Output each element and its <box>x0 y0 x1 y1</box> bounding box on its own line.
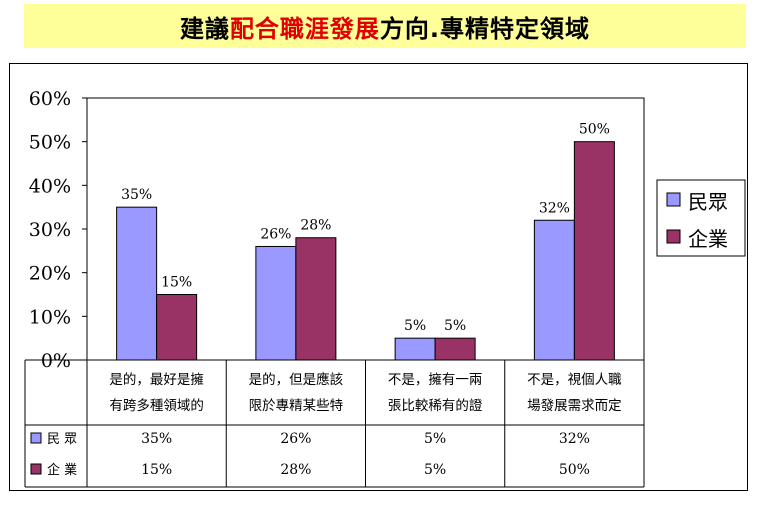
data-label: 26% <box>260 226 291 242</box>
category-label: 不是，視個人職 <box>527 372 622 388</box>
data-label: 28% <box>300 218 331 234</box>
table-cell: 5% <box>424 431 446 447</box>
y-tick-label: 10% <box>29 306 71 328</box>
table-cell: 32% <box>559 431 590 447</box>
bar-企業 <box>156 294 198 361</box>
bar-企業 <box>434 337 476 361</box>
category-label: 有跨多種領域的 <box>109 397 204 414</box>
legend-label: 企業 <box>688 227 728 251</box>
data-label: 32% <box>539 200 570 216</box>
data-label: 5% <box>444 318 466 334</box>
bar-民眾 <box>394 337 436 361</box>
category-label: 限於專精某些特 <box>249 398 344 414</box>
table-cell: 5% <box>424 462 446 478</box>
legend-key <box>666 192 681 207</box>
category-label: 場發展需求而定 <box>527 398 622 414</box>
data-label: 5% <box>404 318 426 334</box>
y-tick-label: 30% <box>29 219 71 241</box>
table-cell: 26% <box>280 431 311 447</box>
category-label: 是的，最好是擁 <box>109 372 204 388</box>
table-row-label: 企 業 <box>47 462 77 478</box>
legend-label: 民眾 <box>688 190 728 214</box>
data-label: 35% <box>121 187 152 203</box>
category-label: 張比較稀有的證 <box>388 397 483 414</box>
y-tick-label: 50% <box>29 132 71 154</box>
table-cell: 35% <box>141 431 172 447</box>
bar-民眾 <box>533 219 575 361</box>
legend-key <box>666 229 681 244</box>
table-cell: 28% <box>280 462 311 478</box>
table-cell: 15% <box>141 462 172 478</box>
y-tick-label: 20% <box>29 263 71 285</box>
bar-民眾 <box>116 206 158 361</box>
table-legend-key <box>30 432 42 444</box>
table-legend-key <box>30 463 42 475</box>
data-label: 50% <box>579 122 610 138</box>
bar-企業 <box>295 237 337 361</box>
bar-企業 <box>573 141 615 361</box>
category-label: 是的，但是應該 <box>249 371 344 388</box>
title-part1: 建議 <box>179 14 230 43</box>
table-cell: 50% <box>559 462 590 478</box>
category-label: 不是，擁有一兩 <box>388 372 483 388</box>
data-label: 15% <box>161 275 192 291</box>
y-tick-label: 0% <box>41 350 71 372</box>
title-part2: 方向.專精特定領域 <box>379 14 591 43</box>
chart-title: 建議 配合職涯發展 方向.專精特定領域 <box>24 4 746 48</box>
bar-民眾 <box>255 245 297 361</box>
y-tick-label: 40% <box>29 175 71 197</box>
table-row-label: 民 眾 <box>47 432 77 447</box>
title-highlight: 配合職涯發展 <box>229 14 380 43</box>
y-tick-label: 60% <box>29 88 71 110</box>
